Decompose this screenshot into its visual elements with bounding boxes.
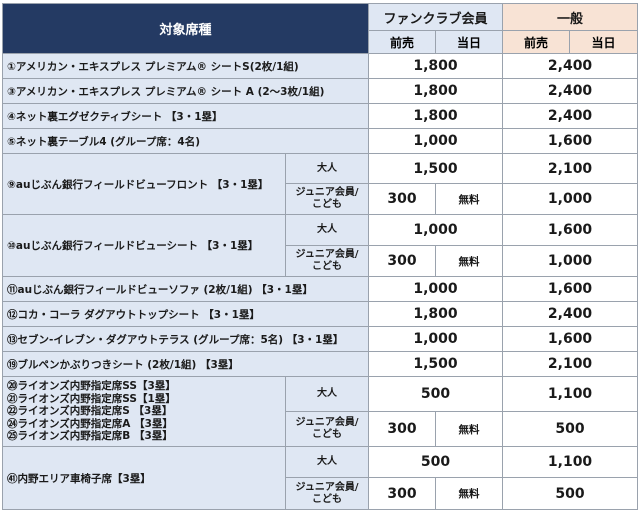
table-row: ⑩auじぶん銀行フィールドビューシート 【3・1塁】 大人 1,000 1,60…: [2, 214, 639, 277]
table-row: ①アメリカン・エキスプレス プレミアム® シートS(2枚/1組) 1,800 2…: [1, 53, 639, 79]
header-fanclub-same-day: 当日: [435, 30, 504, 54]
general-price: 2,400: [502, 103, 639, 129]
seat-name: ①アメリカン・エキスプレス プレミアム® シートS(2枚/1組): [1, 53, 370, 79]
general-price-junior: 500: [502, 411, 639, 447]
ticket-type-junior: ジュニア会員/こども: [284, 183, 370, 215]
junior-label-line2: こども: [312, 429, 342, 440]
general-price: 2,400: [502, 78, 639, 104]
fanclub-price-junior-advance: 300: [368, 245, 437, 277]
fanclub-price: 1,800: [368, 103, 504, 129]
fanclub-price-junior-advance: 300: [368, 411, 437, 447]
general-price-adult: 1,600: [502, 214, 639, 246]
ticket-type-junior: ジュニア会員/こども: [284, 477, 370, 510]
fanclub-price-adult: 500: [368, 446, 504, 478]
table-row: ⑳ライオンズ内野指定席SS【3塁】 ㉑ライオンズ内野指定席SS【1塁】 ㉒ライオ…: [2, 376, 639, 447]
general-price: 2,400: [502, 301, 639, 327]
junior-label-line2: こども: [312, 199, 342, 210]
ticket-type-adult: 大人: [284, 214, 370, 246]
general-price: 1,600: [502, 326, 639, 352]
fanclub-price-junior-same-day: 無料: [435, 245, 504, 277]
fanclub-price: 1,000: [368, 326, 504, 352]
junior-label-line2: こども: [312, 261, 342, 272]
header-fanclub: ファンクラブ会員: [368, 3, 504, 31]
seat-name: ⑪auじぶん銀行フィールドビューソファ (2枚/1組) 【3・1塁】: [1, 276, 370, 302]
ticket-type-junior: ジュニア会員/こども: [284, 411, 370, 447]
table-row: ⑲ブルペンかぶりつきシート (2枚/1組) 【3塁】 1,500 2,100: [1, 351, 639, 377]
table-row: ⑤ネット裏テーブル4 (グループ席：4名) 1,000 1,600: [1, 128, 639, 154]
seat-name: ㉔ライオンズ内野指定席A 【3塁】: [7, 417, 173, 430]
header-general-advance: 前売: [502, 30, 571, 54]
junior-label-line1: ジュニア会員/: [295, 187, 359, 198]
fanclub-price-junior-same-day: 無料: [435, 477, 504, 510]
junior-label-line1: ジュニア会員/: [295, 249, 359, 260]
seat-name: ⑩auじぶん銀行フィールドビューシート 【3・1塁】: [2, 214, 286, 277]
general-price-adult: 1,100: [502, 376, 639, 412]
table-row: ジュニア会員/こども 300 無料 1,000: [3, 183, 639, 215]
ticket-type-adult: 大人: [284, 153, 370, 184]
ticket-type-adult: 大人: [284, 446, 370, 478]
seat-name: ⑲ブルペンかぶりつきシート (2枚/1組) 【3塁】: [1, 351, 370, 377]
fanclub-price-adult: 1,500: [368, 153, 504, 184]
header-general-same-day: 当日: [569, 30, 639, 54]
general-price: 2,100: [502, 351, 639, 377]
general-price-adult: 2,100: [502, 153, 639, 184]
junior-label-line1: ジュニア会員/: [295, 481, 359, 493]
fanclub-price-adult: 1,000: [368, 214, 504, 246]
fanclub-price: 1,800: [368, 78, 504, 104]
seat-name: ⑨auじぶん銀行フィールドビューフロント 【3・1塁】: [2, 153, 286, 215]
ticket-type-junior: ジュニア会員/こども: [284, 245, 370, 277]
junior-label-line1: ジュニア会員/: [295, 417, 359, 428]
header-fanclub-advance: 前売: [368, 30, 437, 54]
fanclub-price-junior-same-day: 無料: [435, 183, 504, 215]
general-price-adult: 1,100: [502, 446, 639, 478]
seat-name: ㊶内野エリア車椅子席【3塁】: [2, 446, 286, 510]
general-price-junior: 500: [502, 477, 639, 510]
price-table: 対象席種 ファンクラブ会員 一般 前売 当日 前売 当日 ①アメリカン・エキスプ…: [1, 3, 639, 510]
table-row: ⑬セブン-イレブン・ダグアウトテラス (グループ席：5名) 【3・1塁】 1,0…: [1, 326, 639, 352]
fanclub-price-junior-same-day: 無料: [435, 411, 504, 447]
general-price: 1,600: [502, 128, 639, 154]
seat-name: ㉑ライオンズ内野指定席SS【1塁】: [7, 392, 176, 405]
fanclub-price-adult: 500: [368, 376, 504, 412]
general-price: 2,400: [502, 53, 639, 79]
seat-name: ㉕ライオンズ内野指定席B 【3塁】: [7, 430, 173, 443]
general-price-junior: 1,000: [502, 183, 639, 215]
general-price: 1,600: [502, 276, 639, 302]
table-row: ③アメリカン・エキスプレス プレミアム® シート A (2～3枚/1組) 1,8…: [1, 78, 639, 104]
table-row: ジュニア会員/こども 300 無料 500: [3, 411, 639, 447]
header-seat-type: 対象席種: [1, 3, 370, 54]
table-row: ⑫コカ・コーラ ダグアウトトップシート 【3・1塁】 1,800 2,400: [1, 301, 639, 327]
fanclub-price-junior-advance: 300: [368, 477, 437, 510]
seat-name: ㉒ライオンズ内野指定席S 【3塁】: [7, 405, 173, 418]
seat-name: ④ネット裏エグゼクティブシート 【3・1塁】: [1, 103, 370, 129]
seat-name: ⑫コカ・コーラ ダグアウトトップシート 【3・1塁】: [1, 301, 370, 327]
seat-name: ③アメリカン・エキスプレス プレミアム® シート A (2～3枚/1組): [1, 78, 370, 104]
general-price-junior: 1,000: [502, 245, 639, 277]
table-row: ④ネット裏エグゼクティブシート 【3・1塁】 1,800 2,400: [1, 103, 639, 129]
header-general: 一般: [502, 3, 639, 31]
fanclub-price: 1,000: [368, 128, 504, 154]
table-row: ⑨auじぶん銀行フィールドビューフロント 【3・1塁】 大人 1,500 2,1…: [2, 153, 639, 215]
table-row: ジュニア会員/こども 300 無料 500: [3, 477, 639, 510]
fanclub-price: 1,000: [368, 276, 504, 302]
seat-name-group: ⑳ライオンズ内野指定席SS【3塁】 ㉑ライオンズ内野指定席SS【1塁】 ㉒ライオ…: [2, 376, 286, 447]
ticket-type-adult: 大人: [284, 376, 370, 412]
table-row: ⑪auじぶん銀行フィールドビューソファ (2枚/1組) 【3・1塁】 1,000…: [1, 276, 639, 302]
fanclub-price: 1,500: [368, 351, 504, 377]
seat-name: ⑳ライオンズ内野指定席SS【3塁】: [7, 380, 176, 393]
fanclub-price-junior-advance: 300: [368, 183, 437, 215]
junior-label-line2: こども: [312, 493, 342, 505]
seat-name: ⑤ネット裏テーブル4 (グループ席：4名): [1, 128, 370, 154]
seat-name: ⑬セブン-イレブン・ダグアウトテラス (グループ席：5名) 【3・1塁】: [1, 326, 370, 352]
fanclub-price: 1,800: [368, 301, 504, 327]
fanclub-price: 1,800: [368, 53, 504, 79]
table-row: ㊶内野エリア車椅子席【3塁】 大人 500 1,100: [2, 446, 639, 510]
